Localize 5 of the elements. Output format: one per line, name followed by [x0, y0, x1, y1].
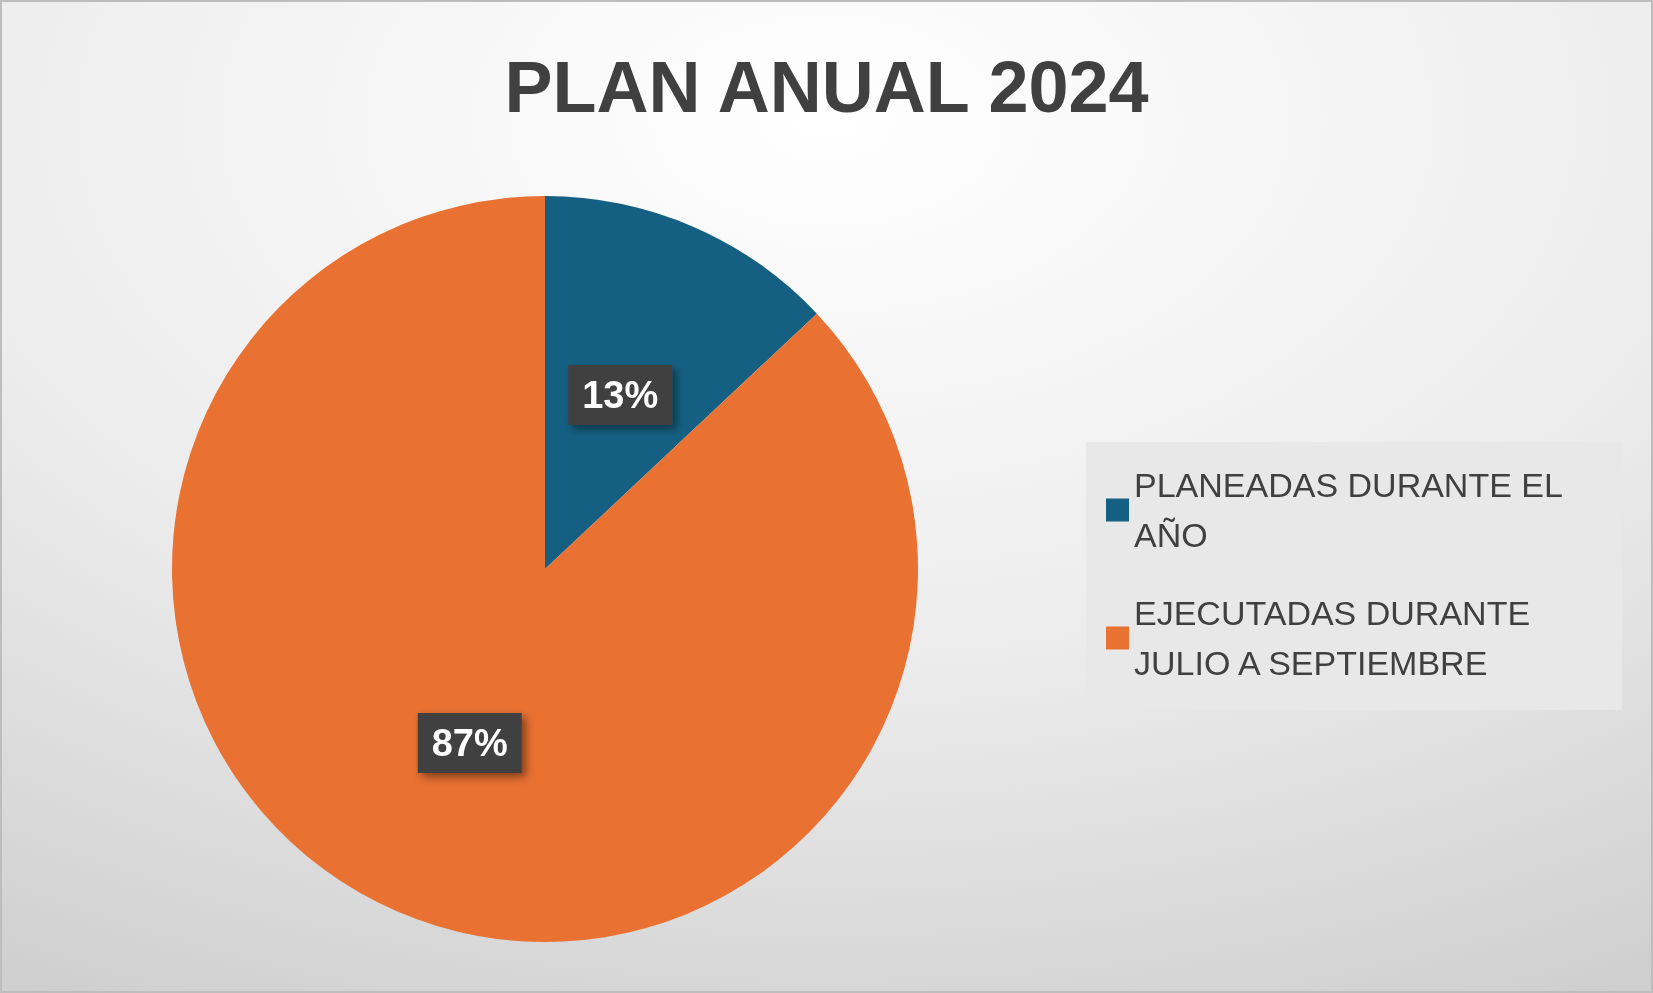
- chart-title: PLAN ANUAL 2024: [504, 47, 1149, 127]
- data-label: 87%: [431, 721, 508, 764]
- legend-label: PLANEADAS DURANTE EL AÑO: [1134, 466, 1572, 554]
- data-label: 13%: [582, 374, 659, 417]
- legend-label: EJECUTADAS DURANTE JULIO A SEPTIEMBRE: [1134, 594, 1540, 682]
